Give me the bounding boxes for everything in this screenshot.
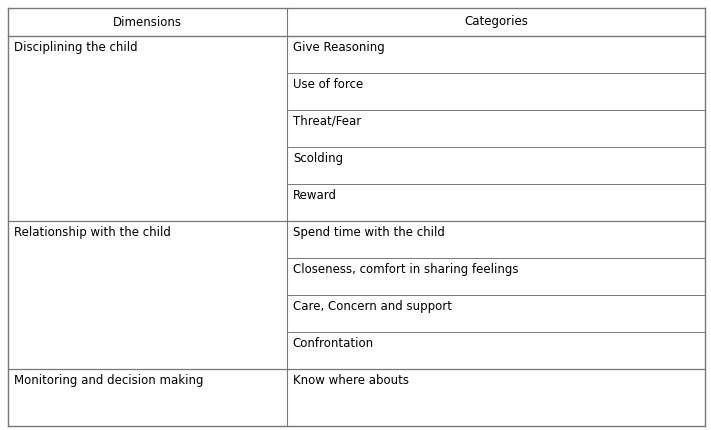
Text: Scolding: Scolding: [293, 152, 343, 165]
Text: Know where abouts: Know where abouts: [293, 374, 409, 387]
Text: Closeness, comfort in sharing feelings: Closeness, comfort in sharing feelings: [293, 263, 518, 276]
Text: Threat/Fear: Threat/Fear: [293, 115, 361, 128]
Text: Monitoring and decision making: Monitoring and decision making: [14, 374, 203, 387]
Text: Disciplining the child: Disciplining the child: [14, 41, 138, 54]
Text: Reward: Reward: [293, 189, 337, 202]
Text: Give Reasoning: Give Reasoning: [293, 41, 385, 54]
Text: Relationship with the child: Relationship with the child: [14, 226, 171, 239]
Text: Dimensions: Dimensions: [113, 15, 182, 28]
Text: Categories: Categories: [464, 15, 528, 28]
Text: Confrontation: Confrontation: [293, 337, 374, 350]
Text: Care, Concern and support: Care, Concern and support: [293, 300, 451, 313]
Text: Use of force: Use of force: [293, 78, 363, 91]
Text: Spend time with the child: Spend time with the child: [293, 226, 444, 239]
